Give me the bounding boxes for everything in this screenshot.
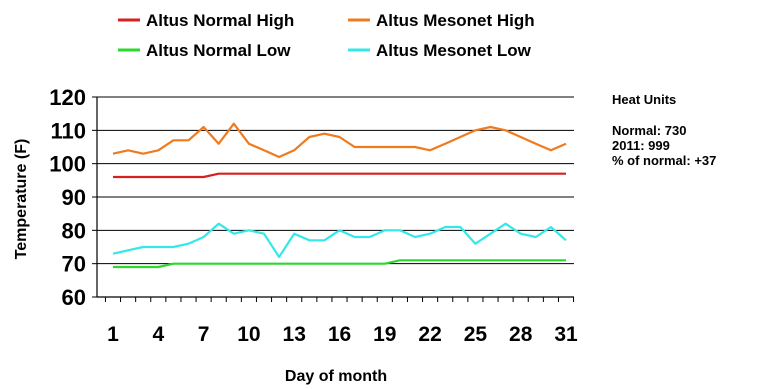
x-tick-label-4: 4 xyxy=(152,323,164,346)
chart-gridlines xyxy=(97,96,574,298)
x-axis-title: Day of month xyxy=(285,368,387,385)
x-tick-label-19: 19 xyxy=(373,323,396,346)
y-axis-title: Temperature (F) xyxy=(13,139,30,260)
y-tick-label-80: 80 xyxy=(62,218,86,243)
y-tick-label-110: 110 xyxy=(51,118,87,143)
x-tick-label-31: 31 xyxy=(554,323,578,346)
heat-units-percent: % of normal: +37 xyxy=(612,153,717,168)
y-tick-labels: 60 70 80 90 100 110 120 xyxy=(49,85,86,310)
heat-units-year: 2011: 999 xyxy=(612,138,670,153)
series-line-2 xyxy=(113,259,566,269)
y-tick-label-90: 90 xyxy=(62,185,86,210)
heat-units-title: Heat Units xyxy=(612,92,677,107)
legend-label-2: Altus Normal Low xyxy=(146,41,291,60)
legend-label-3: Altus Mesonet Low xyxy=(376,41,532,60)
legend-label-1: Altus Mesonet High xyxy=(376,11,535,30)
x-tick-label-16: 16 xyxy=(328,323,351,346)
series-line-0 xyxy=(113,172,566,179)
y-tick-label-100: 100 xyxy=(49,152,86,177)
chart-series xyxy=(112,122,567,269)
y-tick-label-60: 60 xyxy=(62,285,86,310)
y-tick-label-120: 120 xyxy=(49,85,86,110)
legend-label-0: Altus Normal High xyxy=(146,11,294,30)
x-tick-label-1: 1 xyxy=(107,323,119,346)
chart-legend: Altus Normal High Altus Mesonet High Altus… xyxy=(118,11,535,60)
x-tick-label-25: 25 xyxy=(464,323,488,346)
x-tick-label-10: 10 xyxy=(237,323,260,346)
series-line-1 xyxy=(112,122,567,159)
x-tick-label-28: 28 xyxy=(509,323,533,346)
heat-units-panel: Heat Units Normal: 730 2011: 999 % of no… xyxy=(612,92,762,168)
chart-axes xyxy=(92,96,575,302)
series-line-3 xyxy=(112,222,567,259)
heat-units-normal: Normal: 730 xyxy=(612,123,687,138)
x-tick-labels: 1 4 7 10 13 16 19 22 25 28 31 xyxy=(107,323,578,346)
y-tick-label-70: 70 xyxy=(62,252,86,277)
x-tick-label-22: 22 xyxy=(418,323,441,346)
x-tick-label-7: 7 xyxy=(198,323,210,346)
x-tick-label-13: 13 xyxy=(283,323,306,346)
